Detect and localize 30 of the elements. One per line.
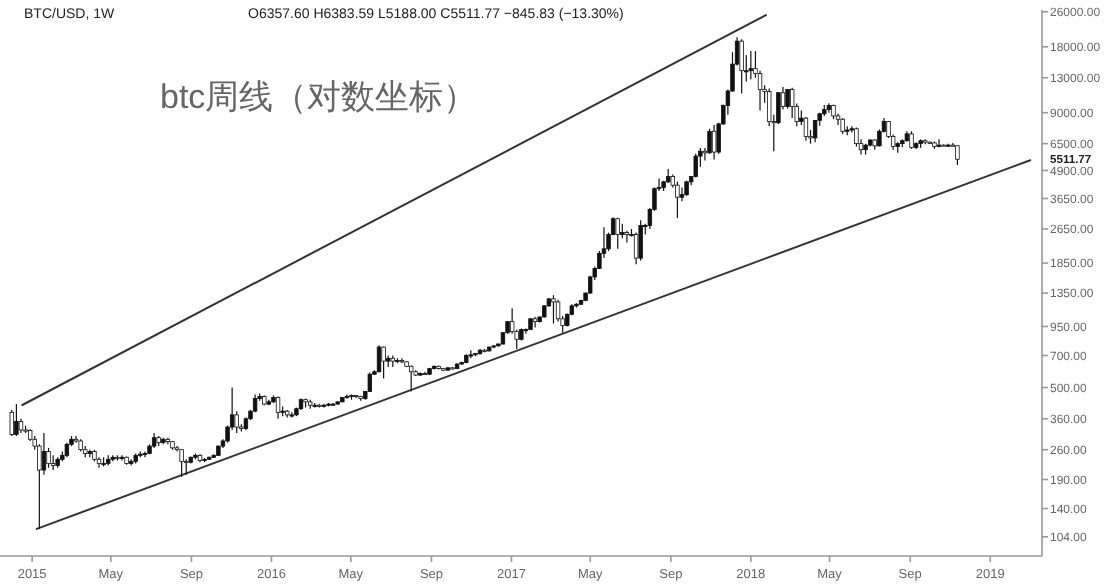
text: btc周线（对数坐标） [160,78,478,116]
candlestick [615,217,620,250]
candlestick [408,364,414,392]
candlestick [748,50,754,80]
candlestick [812,119,818,143]
candlestick [693,153,698,179]
candlestick [675,181,680,219]
candlestick [826,102,832,114]
candlestick [9,409,14,437]
candlestick [376,344,382,374]
candlestick [14,403,19,437]
candlestick [321,403,327,409]
candlestick [73,435,79,444]
candlestick [638,219,643,262]
candlestick [803,116,809,142]
candlestick [955,144,960,166]
candlestick [707,128,712,155]
candlestick [367,371,373,393]
candlestick [711,124,717,161]
candlestick [96,456,102,469]
candlestick [381,345,386,380]
candlestick [785,88,790,110]
candlestick [789,87,795,119]
candlestick [624,230,630,244]
candlestick [551,294,556,325]
candlestick [275,395,281,420]
candlestick [532,316,538,329]
candlestick [179,448,184,478]
candlestick [739,38,744,95]
candlestick [50,454,56,471]
